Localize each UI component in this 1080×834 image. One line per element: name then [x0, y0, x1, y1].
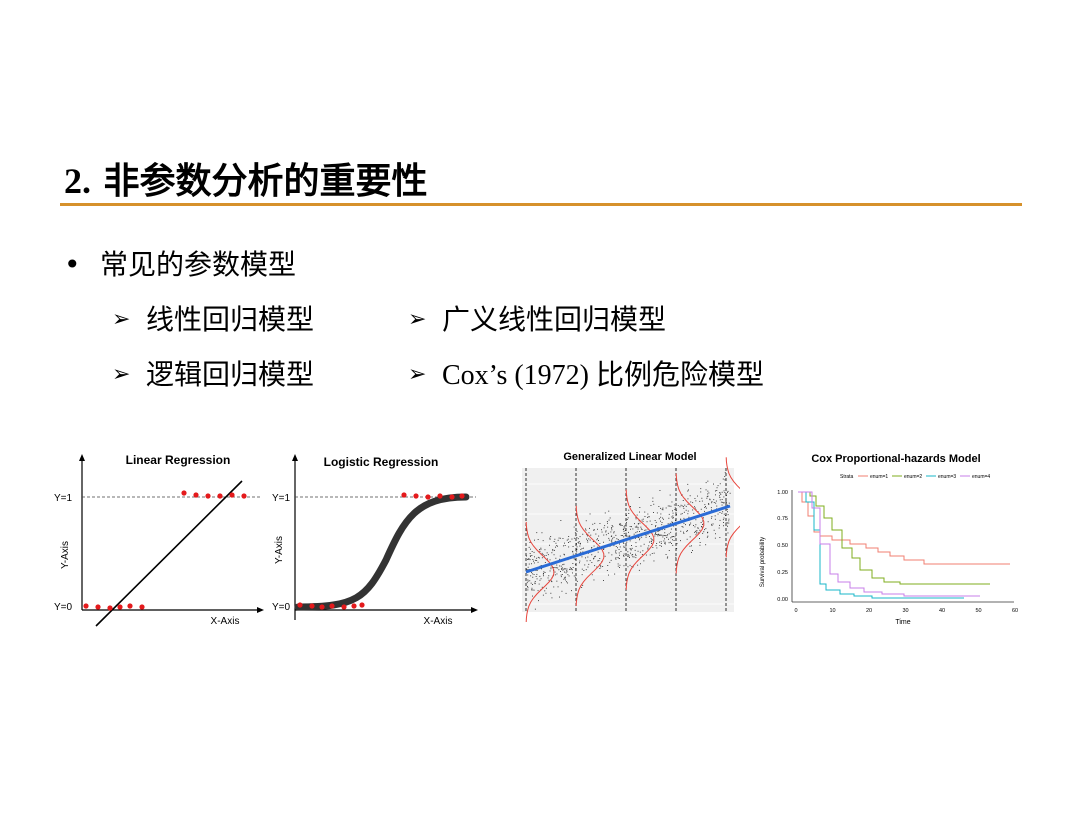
logistic-regression-figure: Logistic Regression Y=1 Y=0 Y-Axis X-Axi… [272, 454, 478, 627]
x-tick-label: 40 [939, 608, 945, 614]
y0-label: Y=0 [54, 602, 73, 613]
arrow-icon: ➢ [408, 362, 427, 387]
logistic-title: Logistic Regression [324, 455, 439, 469]
item-text-hazard: 比例危险模型 [596, 358, 765, 391]
data-point [309, 603, 315, 609]
data-point [117, 604, 123, 610]
data-point [449, 494, 455, 500]
data-points [297, 492, 465, 610]
y-axis-label: Y-Axis [274, 536, 285, 564]
item-linear-regression: ➢ 线性回归模型 [112, 298, 314, 338]
item-generalized-linear: ➢ 广义线性回归模型 [408, 298, 666, 338]
data-point [413, 493, 419, 499]
x-axis-arrow-icon [471, 607, 478, 613]
y1-label: Y=1 [272, 493, 291, 504]
legend-title: Strata [840, 474, 854, 480]
item-cox-model: ➢ Cox’s (1972) 比例危险模型 [408, 353, 764, 393]
x-axis-arrow-icon [257, 607, 264, 613]
data-point [229, 492, 235, 498]
cox-title: Cox Proportional-hazards Model [811, 453, 980, 465]
data-point [127, 603, 133, 609]
legend-label: enum=2 [904, 474, 922, 480]
survival-curves [798, 491, 1010, 599]
data-points [83, 490, 247, 611]
survival-curve [798, 491, 1010, 565]
y-tick-label: 0.25 [777, 570, 788, 576]
legend-label: enum=4 [972, 474, 990, 480]
x-tick-label: 10 [829, 608, 835, 614]
item-text: 逻辑回归模型 [146, 358, 315, 391]
data-point [437, 493, 443, 499]
data-point [95, 604, 101, 610]
item-logistic-regression: ➢ 逻辑回归模型 [112, 353, 314, 393]
data-point [297, 602, 303, 608]
item-text: 广义线性回归模型 [442, 303, 667, 336]
fit-line [525, 504, 731, 574]
x-axis-label: X-Axis [211, 616, 240, 627]
data-point [351, 603, 357, 609]
legend-label: enum=1 [870, 474, 888, 480]
cox-figure: Cox Proportional-hazards Model Strata en… [760, 453, 1018, 626]
y-axis-arrow-icon [292, 454, 298, 461]
x-tick-label: 50 [975, 608, 981, 614]
y-tick-label: 0.75 [777, 516, 788, 522]
legend: Strata enum=1 enum=2 enum=3 enum=4 [840, 474, 990, 480]
x-tick-label: 0 [794, 608, 797, 614]
arrow-icon: ➢ [408, 307, 427, 332]
title-underline [60, 203, 1022, 206]
data-point [459, 493, 465, 499]
density-curves [525, 457, 740, 623]
x-axis-label: X-Axis [424, 616, 453, 627]
y1-label: Y=1 [54, 493, 73, 504]
linear-title: Linear Regression [126, 453, 231, 467]
data-point [319, 604, 325, 610]
title-text: 非参数分析的重要性 [91, 161, 428, 202]
y-axis-arrow-icon [79, 454, 85, 461]
data-point [341, 604, 347, 610]
ticks: 1.00 0.75 0.50 0.25 0.00 0 10 20 30 40 50 60 [777, 490, 1018, 614]
data-point [205, 493, 211, 499]
data-point [425, 494, 431, 500]
bullet-text: 常见的参数模型 [100, 248, 297, 281]
glm-figure: Generalized Linear Model [522, 451, 740, 623]
x-tick-label: 60 [1012, 608, 1018, 614]
data-point [241, 493, 247, 499]
bullet-dot: • [64, 248, 81, 281]
bullet-common-models: • 常见的参数模型 [64, 243, 296, 283]
page-title: 2. 非参数分析的重要性 [64, 152, 428, 204]
data-point [193, 492, 199, 498]
data-point [107, 605, 113, 611]
data-point [181, 490, 187, 496]
sigmoid-curve [294, 493, 470, 611]
linear-regression-figure: Linear Regression Y=1 Y=0 Y-Axis X-Axis [54, 453, 264, 627]
data-point [139, 604, 145, 610]
survival-curve [798, 491, 964, 599]
item-text-cox: Cox’s (1972) [442, 360, 596, 391]
x-tick-label: 20 [866, 608, 872, 614]
survival-curve [798, 491, 980, 597]
arrow-icon: ➢ [112, 362, 131, 387]
survival-curve [798, 491, 990, 585]
glm-title: Generalized Linear Model [563, 451, 696, 463]
title-number: 2. [64, 161, 91, 201]
x-axis-label: Time [895, 619, 910, 626]
x-tick-label: 30 [902, 608, 908, 614]
data-point [329, 603, 335, 609]
arrow-icon: ➢ [112, 307, 131, 332]
y-tick-label: 0.50 [777, 543, 788, 549]
y-axis-label: Survival probability [760, 537, 766, 587]
regression-line [95, 480, 243, 627]
y0-label: Y=0 [272, 602, 291, 613]
data-point [401, 492, 407, 498]
item-text: 线性回归模型 [146, 303, 315, 336]
y-axis-label: Y-Axis [60, 541, 71, 569]
legend-label: enum=3 [938, 474, 956, 480]
y-tick-label: 1.00 [777, 490, 788, 496]
grid [522, 468, 734, 612]
y-tick-label: 0.00 [777, 597, 788, 603]
data-point [83, 603, 89, 609]
data-point [359, 602, 365, 608]
data-point [217, 493, 223, 499]
